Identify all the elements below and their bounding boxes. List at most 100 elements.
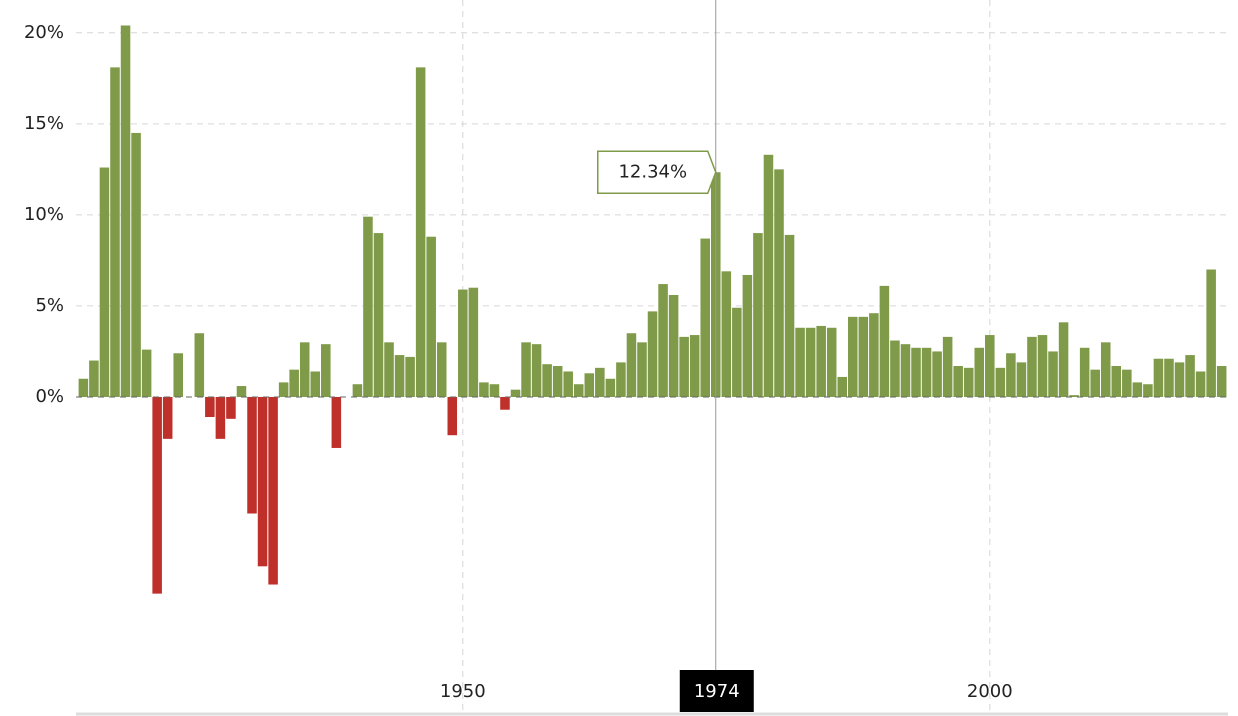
bar: [78, 378, 89, 397]
bar: [637, 342, 647, 397]
bar: [742, 274, 753, 397]
bar: [732, 307, 742, 397]
bar: [1100, 342, 1111, 397]
bar: [99, 167, 110, 397]
bar: [826, 327, 837, 397]
x-tick-label: 2000: [967, 681, 1013, 702]
bar: [1153, 358, 1164, 397]
bar: [848, 316, 858, 397]
bar: [436, 342, 447, 397]
bar: [890, 340, 900, 397]
bar: [458, 289, 468, 397]
bar: [595, 367, 605, 397]
bar: [837, 376, 848, 397]
bar: [89, 360, 99, 397]
bar: [194, 333, 205, 397]
bar: [321, 344, 331, 397]
bar: [573, 384, 584, 397]
bar: [1195, 371, 1206, 397]
bar: [468, 287, 479, 397]
bar: [1069, 395, 1079, 397]
bar: [257, 396, 268, 567]
bar: [173, 353, 184, 397]
bar: [563, 371, 573, 397]
bar: [521, 342, 531, 397]
bar: [500, 396, 510, 410]
bar: [1164, 358, 1174, 397]
bar: [510, 389, 521, 397]
bar: [1048, 351, 1058, 397]
bar: [1122, 369, 1132, 397]
bar: [679, 336, 689, 397]
y-tick-label: 5%: [35, 295, 64, 316]
bar: [1058, 322, 1069, 397]
y-tick-label: 0%: [35, 386, 64, 407]
bar: [226, 396, 236, 419]
bar: [658, 284, 668, 397]
bar: [805, 327, 816, 397]
bar: [774, 169, 784, 397]
bar: [384, 342, 394, 397]
bar: [858, 316, 869, 397]
bar: [352, 384, 363, 397]
bar: [816, 325, 826, 397]
bar: [1185, 355, 1195, 397]
y-tick-label: 20%: [24, 22, 64, 43]
bar: [616, 362, 626, 397]
bar: [689, 335, 700, 397]
bar: [1216, 366, 1227, 397]
bar: [110, 67, 120, 397]
bar: [489, 384, 500, 397]
bar: [162, 396, 173, 439]
bar: [942, 336, 953, 397]
bar: [363, 216, 373, 397]
y-tick-label: 15%: [24, 113, 64, 134]
bar: [869, 313, 879, 397]
bar: [605, 378, 616, 397]
bar: [268, 396, 278, 585]
bar: [289, 369, 299, 397]
bar: [963, 367, 974, 397]
bar: [974, 347, 985, 397]
bar: [236, 386, 247, 397]
bar: [647, 311, 658, 397]
bar: [911, 347, 921, 397]
bar: [215, 396, 226, 439]
bar: [1206, 269, 1216, 397]
bar: [784, 234, 795, 397]
bar: [985, 335, 995, 397]
bar: [373, 233, 384, 397]
bar: [131, 132, 141, 397]
bar: [331, 396, 342, 448]
y-tick-label: 10%: [24, 204, 64, 225]
crosshair-label-box: [679, 670, 754, 712]
bar: [278, 382, 289, 397]
bar: [795, 327, 805, 397]
bar: [1143, 384, 1153, 397]
bar: [1016, 362, 1027, 397]
bar: [205, 396, 215, 418]
bar: [141, 349, 152, 397]
bar: [426, 236, 436, 397]
bar: [447, 396, 458, 436]
bar: [921, 347, 932, 397]
bar: [1132, 382, 1143, 397]
bar: [932, 351, 942, 397]
bar: [700, 238, 710, 397]
bar: [1090, 369, 1100, 397]
bar: [626, 333, 637, 397]
tooltip-label: 12.34%: [618, 161, 687, 182]
bar: [415, 67, 426, 397]
bar: [542, 364, 552, 397]
bar: [753, 233, 763, 397]
bar: [953, 366, 963, 397]
bar: [1037, 335, 1048, 397]
bar: [1079, 347, 1090, 397]
x-tick-label: 1950: [440, 681, 486, 702]
bar: [1111, 366, 1122, 397]
bar: [900, 344, 911, 397]
bar: [995, 367, 1006, 397]
tooltip-box: [597, 150, 717, 195]
bar: [152, 396, 162, 594]
bar: [721, 271, 732, 397]
